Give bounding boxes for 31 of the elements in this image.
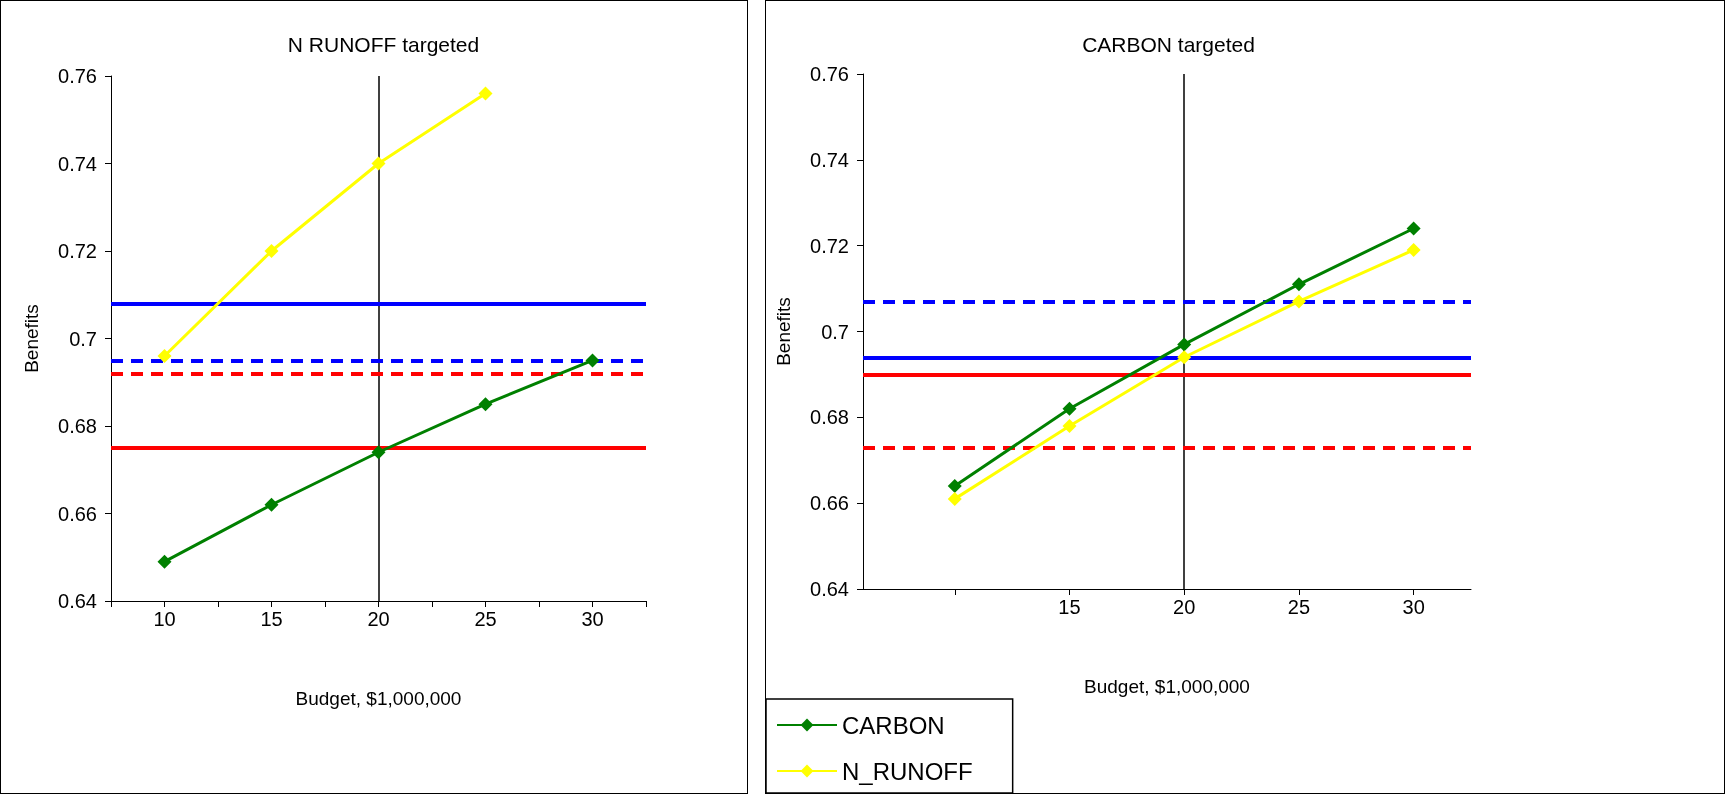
- y-tick-label: 0.68: [58, 415, 97, 437]
- y-axis-title: Benefits: [773, 297, 794, 366]
- x-tick-label: 25: [1287, 596, 1311, 618]
- chart-title: N RUNOFF targeted: [287, 33, 480, 56]
- y-tick-label: 0.64: [810, 578, 849, 600]
- x-tick-label: 20: [1173, 596, 1196, 618]
- x-tick-label: 25: [474, 608, 497, 630]
- y-tick-label: 0.72: [810, 234, 849, 257]
- legend-label: N_RUNOFF: [842, 757, 973, 785]
- y-tick-label: 0.76: [810, 63, 849, 85]
- y-tick-label: 0.76: [58, 65, 97, 87]
- x-tick-label: 20: [367, 608, 390, 630]
- y-tick-label: 0.7: [821, 320, 849, 343]
- y-tick-label: 0.74: [810, 148, 849, 171]
- y-tick-label: 0.66: [810, 492, 849, 515]
- x-axis-title: Budget, $1,000,000: [295, 688, 462, 709]
- y-tick-label: 0.72: [58, 240, 97, 262]
- y-tick-label: 0.68: [810, 406, 849, 429]
- y-tick-label: 0.66: [58, 502, 97, 525]
- y-tick-label: 0.74: [58, 152, 97, 175]
- chart-title: CARBON targeted: [1082, 33, 1255, 56]
- x-tick-label: 15: [1058, 596, 1081, 618]
- y-axis-title: Benefits: [21, 304, 42, 373]
- legend-label: CARBON: [842, 711, 945, 739]
- y-tick-label: 0.64: [58, 590, 97, 612]
- x-tick-label: 30: [581, 608, 604, 630]
- y-tick-label: 0.7: [69, 327, 97, 350]
- x-axis-title: Budget, $1,000,000: [1084, 676, 1250, 697]
- x-tick-label: 15: [260, 608, 283, 630]
- x-tick-label: 10: [153, 608, 176, 630]
- x-tick-label: 30: [1402, 596, 1425, 618]
